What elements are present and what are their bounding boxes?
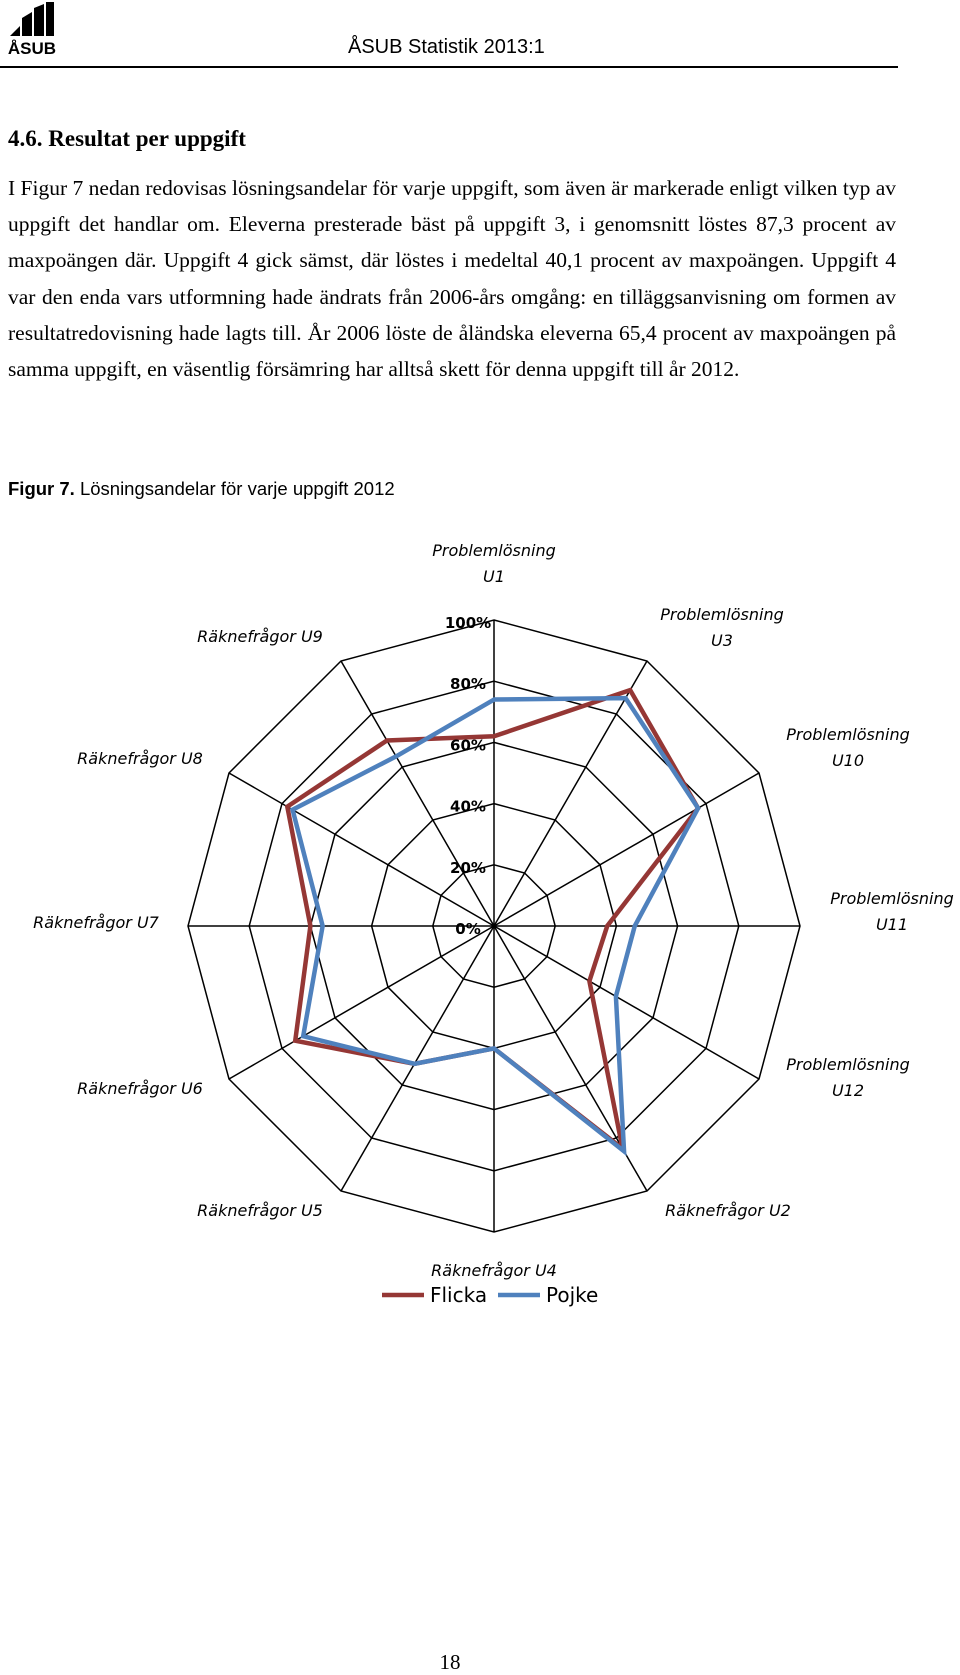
legend-label-pojke: Pojke <box>546 1283 598 1307</box>
series-line-pojke <box>289 695 701 1157</box>
radar-series <box>284 687 701 1157</box>
category-label: Räknefrågor U5 <box>197 1201 323 1220</box>
radial-tick-label: 20% <box>450 859 486 877</box>
grid-spoke <box>340 660 495 927</box>
section-heading: 4.6. Resultat per uppgift <box>8 126 246 151</box>
svg-text:ÅSUB: ÅSUB <box>8 39 56 56</box>
header-title: ÅSUB Statistik 2013:1 <box>348 36 545 58</box>
grid-spoke <box>228 925 495 1080</box>
figure-caption: Figur 7. Lösningsandelar för varje uppgi… <box>8 478 395 500</box>
grid-spoke <box>493 660 648 927</box>
category-label: Räknefrågor U6 <box>77 1079 203 1098</box>
category-label: Problemlösning U1 <box>432 541 556 586</box>
category-label: Räknefrågor U8 <box>77 749 203 768</box>
radial-tick-label: 40% <box>450 798 486 816</box>
category-label: Räknefrågor U9 <box>197 627 323 646</box>
radial-tick-label: 60% <box>450 736 486 754</box>
figure-caption-label: Figur 7. <box>8 478 75 499</box>
header-divider <box>0 66 898 68</box>
legend: Flicka Pojke <box>382 1283 598 1307</box>
category-label: Räknefrågor U7 <box>33 913 160 932</box>
radial-tick-label: 0% <box>455 920 480 938</box>
radar-chart: Problemlösning U1 Problemlösning U3 Probleml… <box>33 541 954 1307</box>
asub-logo: ÅSUB <box>8 2 56 56</box>
radar-ticks: 0% 20% 40% 60% 80% 100% <box>445 614 491 938</box>
radar-grid <box>187 619 801 1233</box>
category-label: Räknefrågor U2 <box>665 1201 791 1220</box>
category-label: Räknefrågor U4 <box>431 1261 557 1280</box>
body-paragraph: I Figur 7 nedan redovisas lösningsandela… <box>8 176 896 382</box>
radar-labels: Problemlösning U1 Problemlösning U3 Probleml… <box>33 541 954 1280</box>
radial-tick-label: 100% <box>445 614 491 632</box>
radial-tick-label: 80% <box>450 675 486 693</box>
grid-spoke <box>340 925 495 1192</box>
category-label: Problemlösning U10 <box>786 725 910 770</box>
category-label: Problemlösning U11 <box>830 889 954 934</box>
grid-spoke <box>493 925 760 1080</box>
category-label: Problemlösning U12 <box>786 1055 910 1100</box>
grid-spoke <box>228 772 495 927</box>
category-label: Problemlösning U3 <box>660 605 784 650</box>
grid-spoke <box>493 772 760 927</box>
page-number: 18 <box>439 1650 461 1674</box>
figure-caption-text: Lösningsandelar för varje uppgift 2012 <box>74 478 395 499</box>
legend-label-flicka: Flicka <box>430 1283 487 1307</box>
